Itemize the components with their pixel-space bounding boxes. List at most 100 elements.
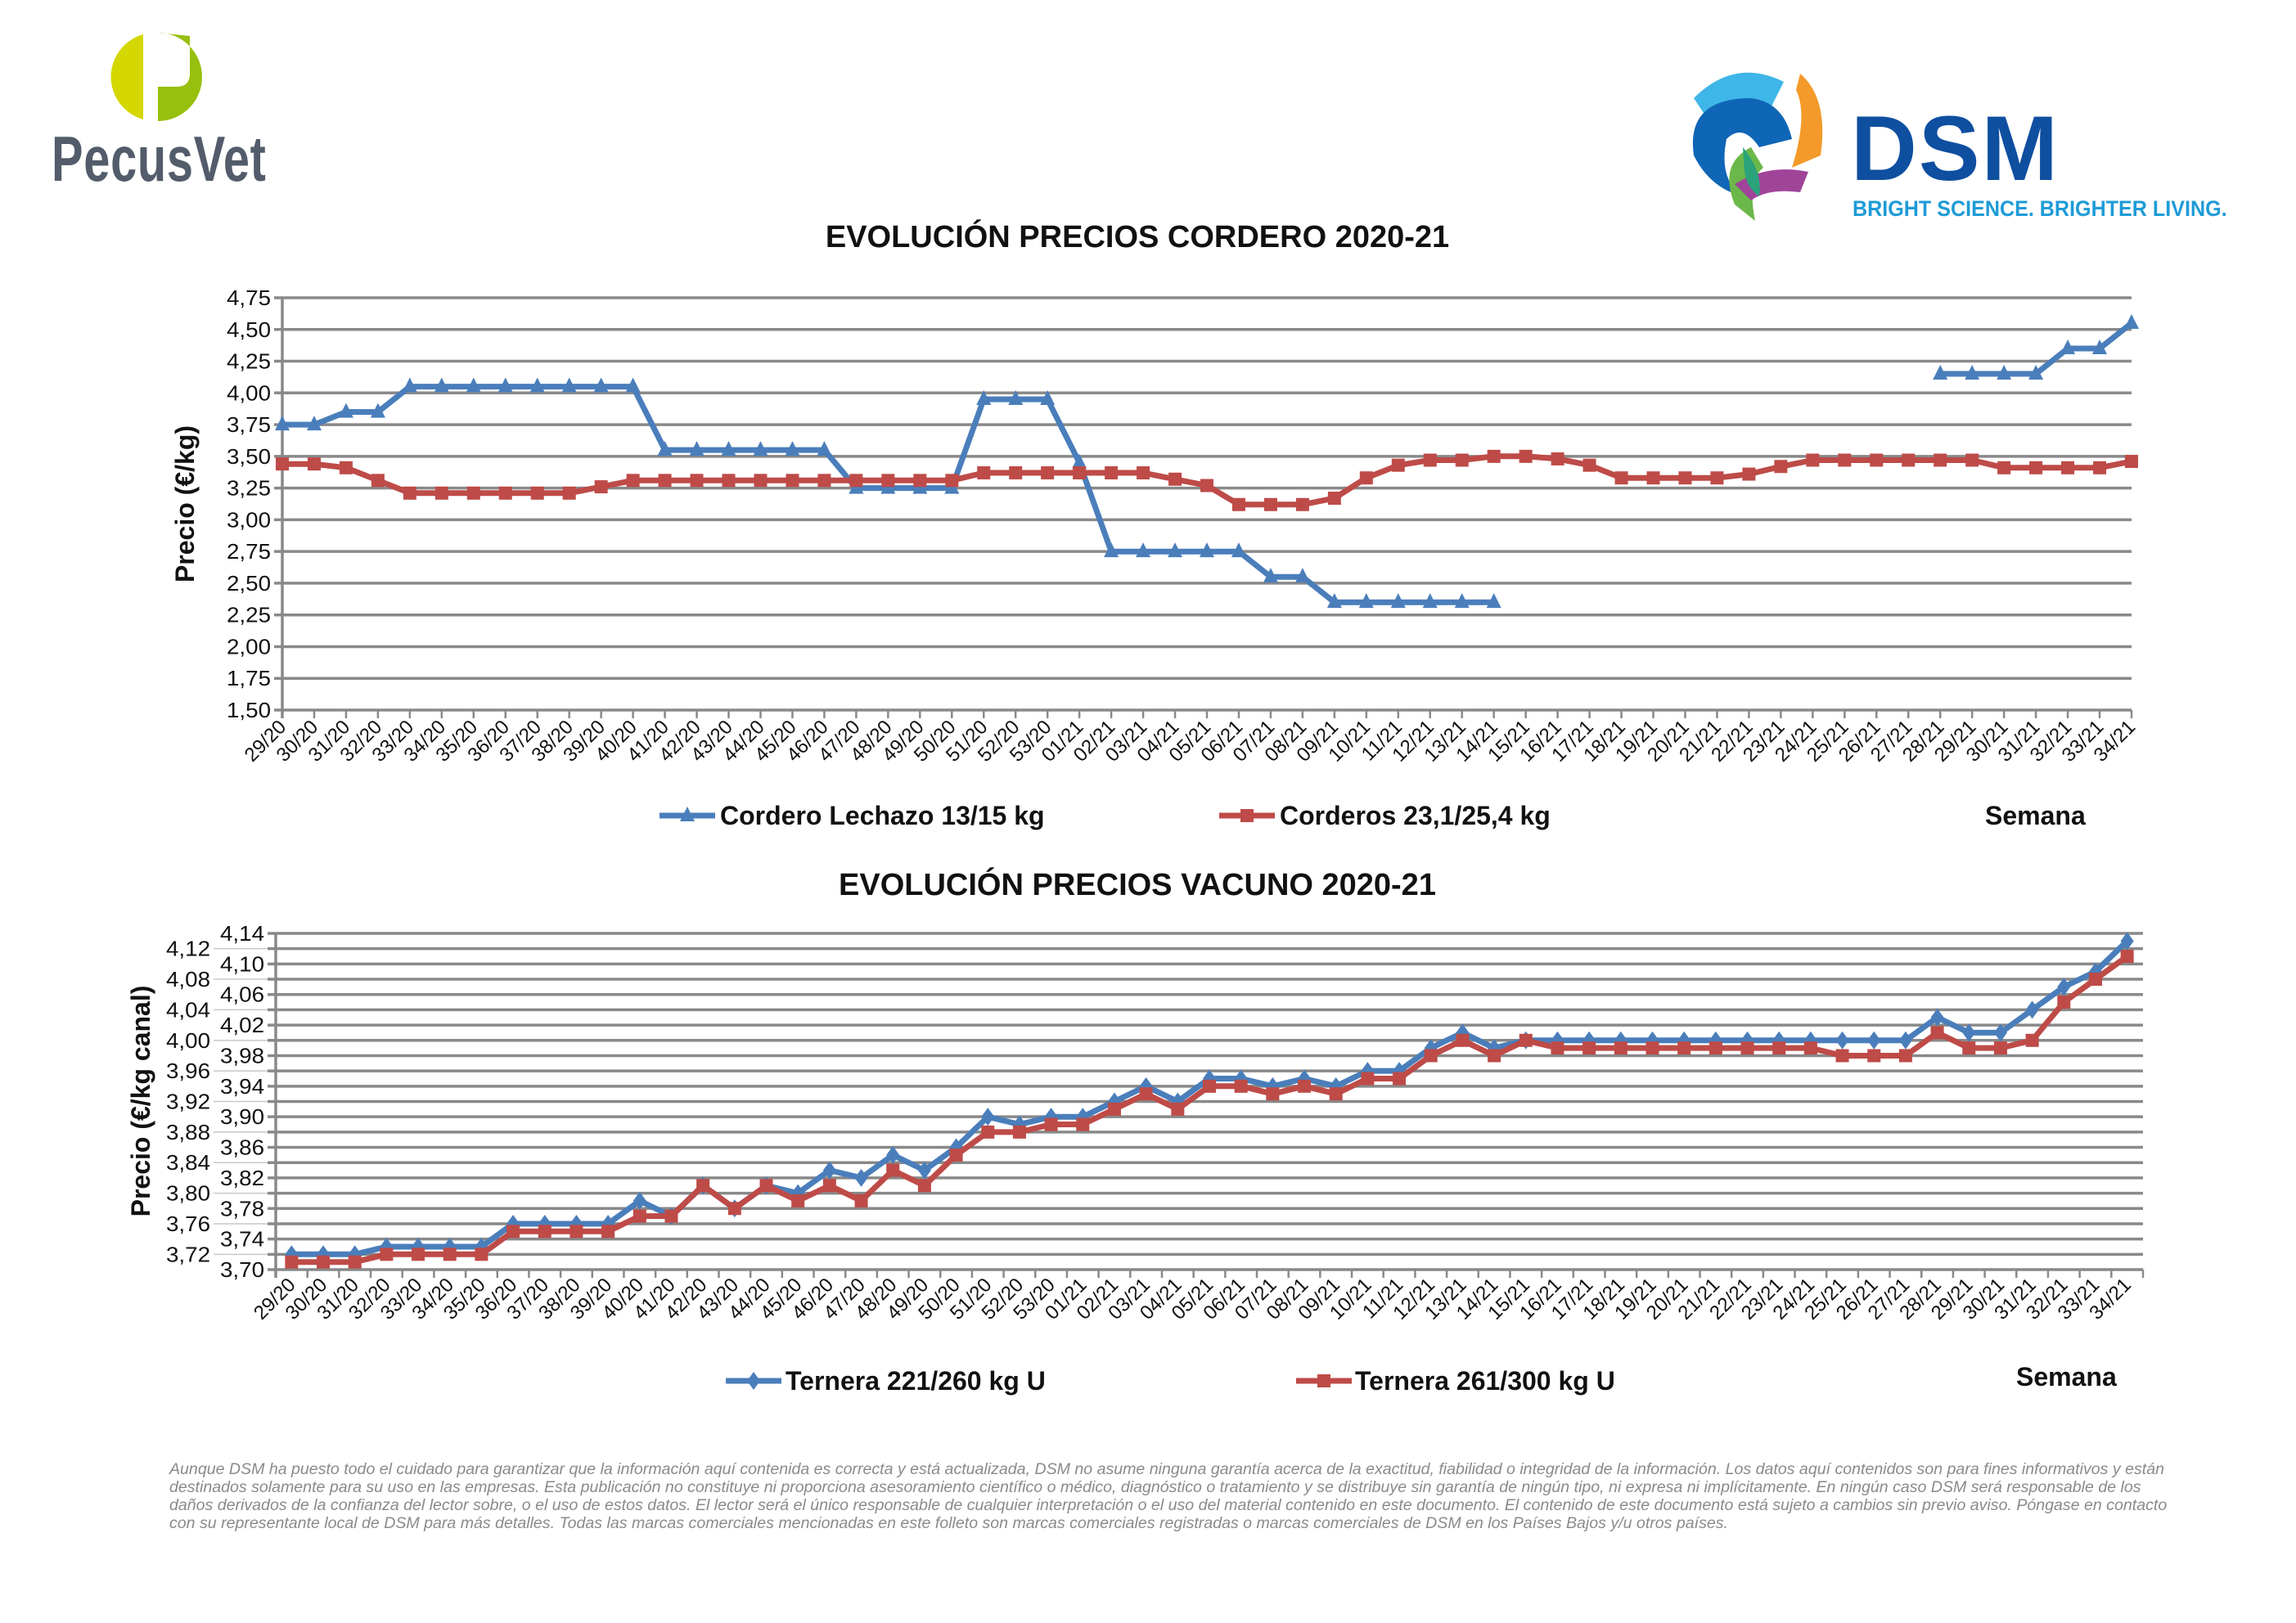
y-tick-label: 4,10 — [220, 951, 264, 976]
square-marker — [1361, 1072, 1375, 1086]
triangle-marker — [1933, 365, 1948, 380]
square-marker — [1393, 1072, 1407, 1086]
triangle-marker — [625, 377, 641, 393]
square-marker — [1806, 453, 1820, 467]
square-marker — [2057, 996, 2071, 1009]
square-marker — [786, 474, 799, 488]
square-marker — [1391, 458, 1405, 472]
square-marker — [1742, 467, 1756, 481]
square-marker — [1423, 453, 1437, 467]
square-marker — [759, 1179, 773, 1193]
triangle-marker — [370, 402, 385, 418]
square-marker — [506, 1225, 520, 1239]
square-marker — [569, 1225, 583, 1239]
square-marker — [854, 1194, 868, 1207]
square-marker — [949, 1148, 963, 1162]
square-marker — [1139, 1087, 1153, 1101]
square-marker — [886, 1163, 900, 1177]
y-tick-label: 3,92 — [166, 1090, 210, 1114]
diamond-marker — [747, 1372, 760, 1390]
square-marker — [1424, 1049, 1438, 1063]
legend-label: Corderos 23,1/25,4 kg — [1280, 801, 1551, 830]
square-marker — [443, 1248, 457, 1261]
square-marker — [1870, 453, 1884, 467]
y-tick-label: 2,50 — [227, 571, 271, 596]
square-marker — [1614, 1041, 1627, 1055]
square-marker — [1772, 1041, 1786, 1055]
disclaimer-line: destinados solamente para su uso en las … — [169, 1479, 2141, 1496]
triangle-marker — [1486, 593, 1501, 609]
triangle-marker — [1040, 390, 1056, 406]
square-marker — [1962, 1041, 1976, 1055]
square-marker — [601, 1225, 615, 1239]
triangle-marker — [2028, 365, 2044, 380]
square-marker — [1266, 1087, 1280, 1101]
square-marker — [498, 486, 512, 500]
square-marker — [348, 1255, 362, 1269]
square-marker — [276, 457, 289, 471]
square-marker — [1646, 471, 1660, 485]
triangle-marker — [1072, 453, 1087, 469]
square-marker — [403, 486, 416, 500]
square-marker — [1009, 466, 1023, 480]
square-marker — [562, 486, 576, 500]
square-marker — [1107, 1102, 1121, 1116]
square-marker — [1298, 1079, 1312, 1093]
chart2-title: EVOLUCIÓN PRECIOS VACUNO 2020-21 — [839, 868, 1436, 902]
triangle-marker — [1390, 593, 1406, 609]
disclaimer-line: daños derivados de la confianza del lect… — [169, 1497, 2168, 1514]
y-tick-label: 4,25 — [227, 349, 271, 374]
y-tick-label: 3,74 — [220, 1227, 264, 1252]
square-marker — [1551, 1041, 1564, 1055]
triangle-marker — [2060, 339, 2076, 355]
y-tick-label: 1,75 — [227, 666, 271, 690]
legend-item: Cordero Lechazo 13/15 kg — [660, 801, 1045, 830]
triangle-marker — [338, 402, 353, 418]
triangle-marker — [1422, 593, 1438, 609]
diamond-marker — [2120, 932, 2134, 951]
triangle-marker — [497, 377, 513, 393]
square-marker — [1137, 466, 1150, 480]
square-marker — [530, 486, 544, 500]
square-marker — [412, 1248, 425, 1261]
legend-label: Ternera 221/260 kg U — [786, 1366, 1046, 1396]
square-marker — [1519, 449, 1533, 463]
square-marker — [317, 1255, 331, 1269]
diamond-marker — [1898, 1031, 1912, 1050]
y-tick-label: 3,76 — [166, 1212, 210, 1236]
diamond-marker — [1930, 1008, 1944, 1027]
square-marker — [1997, 461, 2011, 474]
chart1-xlabel: Semana — [1985, 801, 2086, 830]
square-marker — [1171, 1102, 1185, 1116]
pecusvet-p-icon — [110, 33, 202, 121]
y-tick-label: 3,82 — [220, 1166, 264, 1190]
y-tick-label: 4,04 — [166, 997, 210, 1022]
series-line — [291, 954, 2129, 1266]
square-marker — [1076, 1117, 1090, 1131]
square-marker — [727, 1202, 741, 1216]
y-tick-label: 2,00 — [227, 634, 271, 659]
square-marker — [2120, 950, 2134, 964]
square-marker — [1645, 1041, 1659, 1055]
square-marker — [1582, 1041, 1596, 1055]
disclaimer-line: con su representante local de DSM para m… — [169, 1515, 1728, 1532]
triangle-marker — [1008, 390, 1024, 406]
square-marker — [1774, 460, 1788, 474]
dsm-logo-text: DSM — [1851, 97, 2060, 200]
square-marker — [2125, 455, 2138, 469]
y-tick-label: 3,78 — [220, 1196, 264, 1221]
y-tick-label: 2,25 — [227, 603, 271, 627]
disclaimer: Aunque DSM ha puesto todo el cuidado par… — [169, 1461, 2167, 1533]
diamond-marker — [2025, 1000, 2039, 1019]
y-tick-label: 1,50 — [227, 698, 271, 722]
triangle-marker — [434, 377, 449, 393]
pecusvet-logo-text: PecusVet — [52, 123, 267, 195]
square-marker — [1902, 453, 1916, 467]
square-marker — [981, 1125, 995, 1139]
triangle-marker — [1294, 568, 1310, 583]
triangle-marker — [2124, 314, 2139, 330]
square-marker — [371, 474, 385, 488]
triangle-marker — [1136, 542, 1151, 558]
triangle-marker — [721, 441, 736, 456]
